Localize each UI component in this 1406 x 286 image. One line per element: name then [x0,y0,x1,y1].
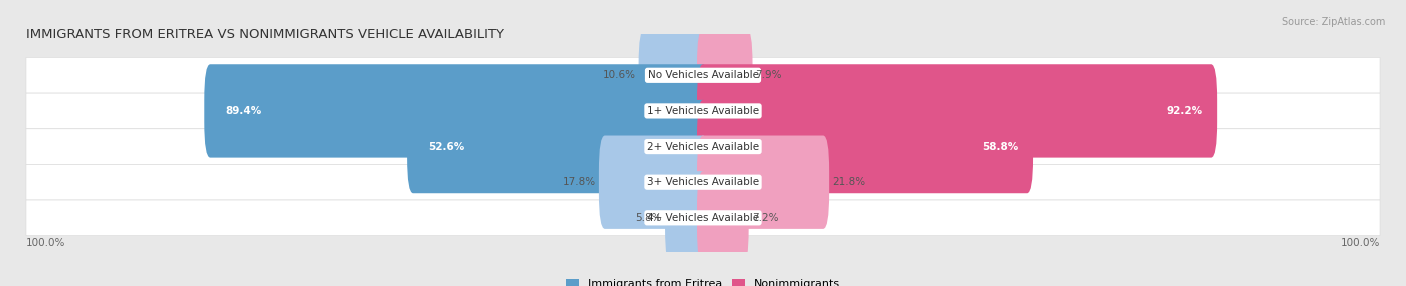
FancyBboxPatch shape [25,129,1381,164]
Text: 7.2%: 7.2% [752,213,778,223]
Text: 21.8%: 21.8% [832,177,865,187]
FancyBboxPatch shape [697,136,830,229]
Text: 5.8%: 5.8% [636,213,662,223]
FancyBboxPatch shape [408,100,709,193]
Text: 1+ Vehicles Available: 1+ Vehicles Available [647,106,759,116]
Text: 89.4%: 89.4% [225,106,262,116]
FancyBboxPatch shape [25,164,1381,200]
FancyBboxPatch shape [638,29,709,122]
Text: 58.8%: 58.8% [981,142,1018,152]
FancyBboxPatch shape [25,200,1381,236]
Text: 4+ Vehicles Available: 4+ Vehicles Available [647,213,759,223]
Text: 2+ Vehicles Available: 2+ Vehicles Available [647,142,759,152]
FancyBboxPatch shape [25,57,1381,93]
Text: 17.8%: 17.8% [562,177,596,187]
Text: No Vehicles Available: No Vehicles Available [648,70,758,80]
FancyBboxPatch shape [697,29,752,122]
Text: Source: ZipAtlas.com: Source: ZipAtlas.com [1281,17,1385,27]
FancyBboxPatch shape [697,171,748,265]
Text: 100.0%: 100.0% [1340,239,1379,249]
Legend: Immigrants from Eritrea, Nonimmigrants: Immigrants from Eritrea, Nonimmigrants [562,275,844,286]
Text: 92.2%: 92.2% [1166,106,1202,116]
Text: 100.0%: 100.0% [27,239,66,249]
FancyBboxPatch shape [697,100,1033,193]
FancyBboxPatch shape [204,64,709,158]
Text: 52.6%: 52.6% [427,142,464,152]
FancyBboxPatch shape [599,136,709,229]
Text: 3+ Vehicles Available: 3+ Vehicles Available [647,177,759,187]
Text: IMMIGRANTS FROM ERITREA VS NONIMMIGRANTS VEHICLE AVAILABILITY: IMMIGRANTS FROM ERITREA VS NONIMMIGRANTS… [27,28,503,41]
Text: 10.6%: 10.6% [603,70,636,80]
FancyBboxPatch shape [25,93,1381,129]
FancyBboxPatch shape [665,171,709,265]
FancyBboxPatch shape [697,64,1218,158]
Text: 7.9%: 7.9% [755,70,782,80]
